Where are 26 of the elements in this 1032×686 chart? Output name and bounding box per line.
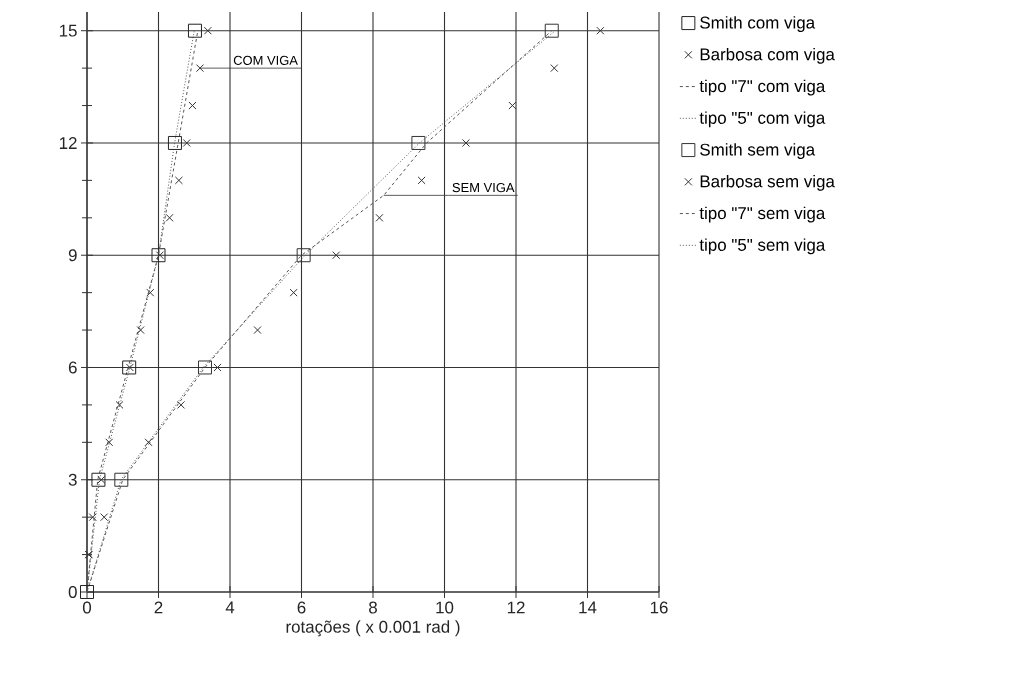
legend-label: Smith com viga <box>700 16 816 32</box>
legend-label: Barbosa sem viga <box>700 174 835 191</box>
legend-label: tipo "5" sem viga <box>699 238 826 255</box>
y-tick-label: 12 <box>59 137 77 149</box>
annotation: COM VIGA <box>233 55 298 65</box>
legend-label: tipo "7" com viga <box>699 79 826 96</box>
y-tick-label: 0 <box>68 586 77 598</box>
x-tick-label: 14 <box>579 601 597 614</box>
y-tick-label: 9 <box>68 249 77 262</box>
x-tick-label: 6 <box>297 601 306 614</box>
x-tick-label: 0 <box>82 601 92 614</box>
x-tick-label: 12 <box>507 601 525 614</box>
x-tick-label: 16 <box>650 601 668 614</box>
x-tick-label: 8 <box>369 601 377 614</box>
x-tick-label: 10 <box>436 601 454 614</box>
x-tick-label: 4 <box>225 601 235 614</box>
legend-label: tipo "7" sem viga <box>699 206 826 223</box>
x-tick-label: 2 <box>154 601 163 614</box>
y-tick-label: 6 <box>68 361 77 374</box>
y-tick-label: 3 <box>68 473 77 486</box>
x-axis-title: rotações ( x 0.001 rad ) <box>286 620 460 637</box>
y-tick-label: 15 <box>59 24 77 37</box>
legend-label: Smith sem viga <box>700 143 816 159</box>
annotation: SEM VIGA <box>452 182 515 193</box>
legend-label: Barbosa com viga <box>700 47 835 64</box>
legend-label: tipo "5" com viga <box>699 111 826 128</box>
